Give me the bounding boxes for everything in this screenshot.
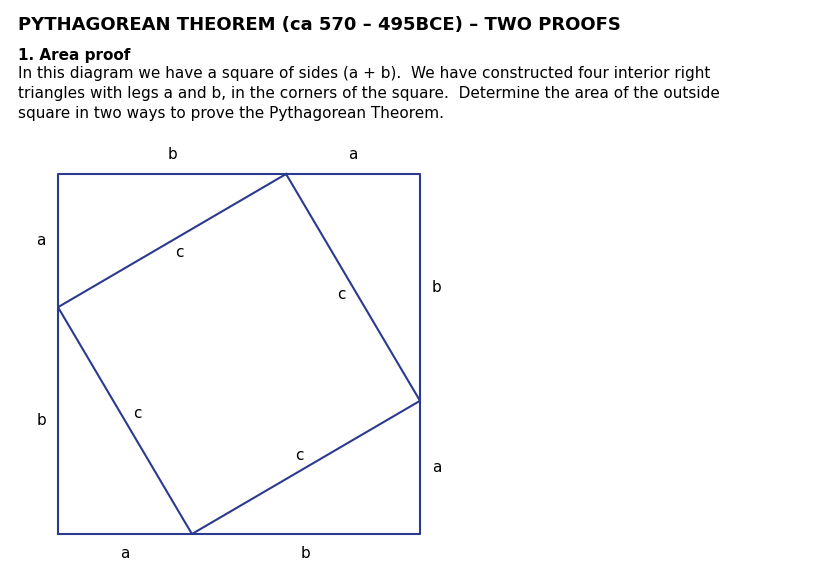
Text: a: a: [348, 147, 357, 162]
Text: a: a: [37, 233, 46, 248]
Text: In this diagram we have a square of sides (a + b).  We have constructed four int: In this diagram we have a square of side…: [18, 66, 719, 121]
Text: a: a: [120, 546, 129, 561]
Text: c: c: [133, 406, 141, 421]
Text: b: b: [432, 280, 441, 295]
Text: c: c: [294, 448, 303, 463]
Text: b: b: [167, 147, 177, 162]
Text: a: a: [432, 460, 441, 475]
Text: c: c: [337, 287, 345, 302]
Text: c: c: [174, 245, 183, 260]
Text: 1. Area proof: 1. Area proof: [18, 48, 130, 63]
Text: b: b: [36, 413, 46, 428]
Text: PYTHAGOREAN THEOREM (ca 570 – 495BCE) – TWO PROOFS: PYTHAGOREAN THEOREM (ca 570 – 495BCE) – …: [18, 16, 620, 34]
Text: b: b: [301, 546, 310, 561]
